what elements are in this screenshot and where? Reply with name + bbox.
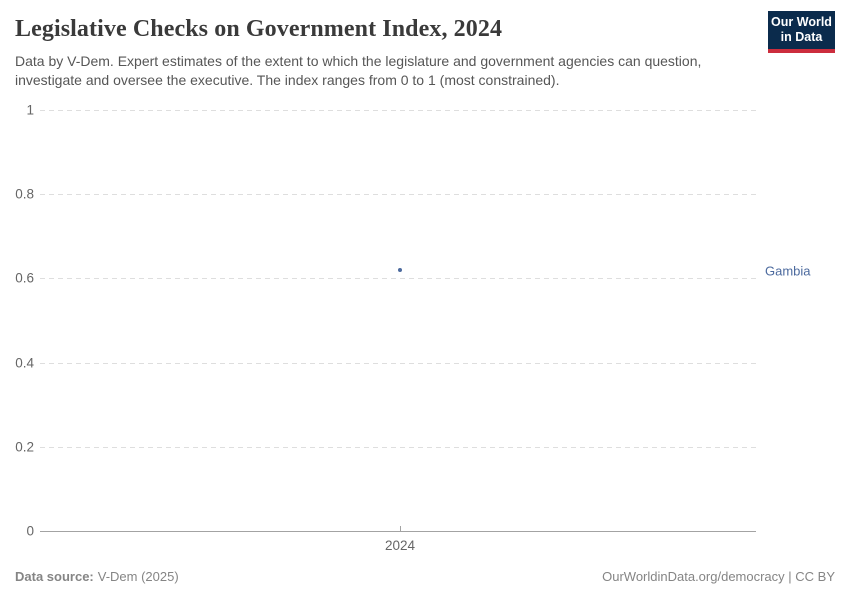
- owid-logo-line2: in Data: [780, 30, 823, 44]
- y-tick-label: 0.4: [15, 355, 34, 371]
- x-tick-mark: [400, 526, 401, 531]
- plot-area: 0 0.2 0.4 0.6 0.8 1 2024 Gambia: [15, 103, 810, 554]
- y-tick-label: 0: [26, 523, 34, 539]
- y-tick-label: 0.6: [15, 270, 34, 286]
- owid-logo-line1: Our World: [771, 15, 832, 29]
- data-source: Data source: V-Dem (2025): [15, 569, 179, 584]
- gridline: [40, 446, 756, 448]
- y-tick-label: 1: [26, 102, 34, 118]
- x-axis-line: [40, 531, 756, 532]
- owid-logo[interactable]: Our World in Data: [768, 11, 835, 53]
- gridline: [40, 278, 756, 280]
- x-tick-label: 2024: [384, 538, 416, 553]
- data-point-gambia[interactable]: [398, 267, 402, 272]
- data-source-value: V-Dem (2025): [97, 569, 179, 584]
- gridline: [40, 110, 756, 111]
- data-source-label: Data source:: [15, 569, 94, 584]
- chart-subtitle: Data by V-Dem. Expert estimates of the e…: [15, 53, 702, 88]
- entity-label-gambia[interactable]: Gambia: [765, 263, 811, 279]
- attribution-link[interactable]: OurWorldinData.org/democracy | CC BY: [602, 569, 835, 584]
- chart-footer: Data source: V-Dem (2025) OurWorldinData.…: [15, 569, 835, 584]
- gridline: [40, 362, 756, 364]
- chart-title: Legislative Checks on Government Index, …: [15, 16, 503, 42]
- y-tick-label: 0.8: [15, 186, 34, 202]
- gridline: [40, 194, 756, 196]
- y-tick-label: 0.2: [15, 439, 34, 455]
